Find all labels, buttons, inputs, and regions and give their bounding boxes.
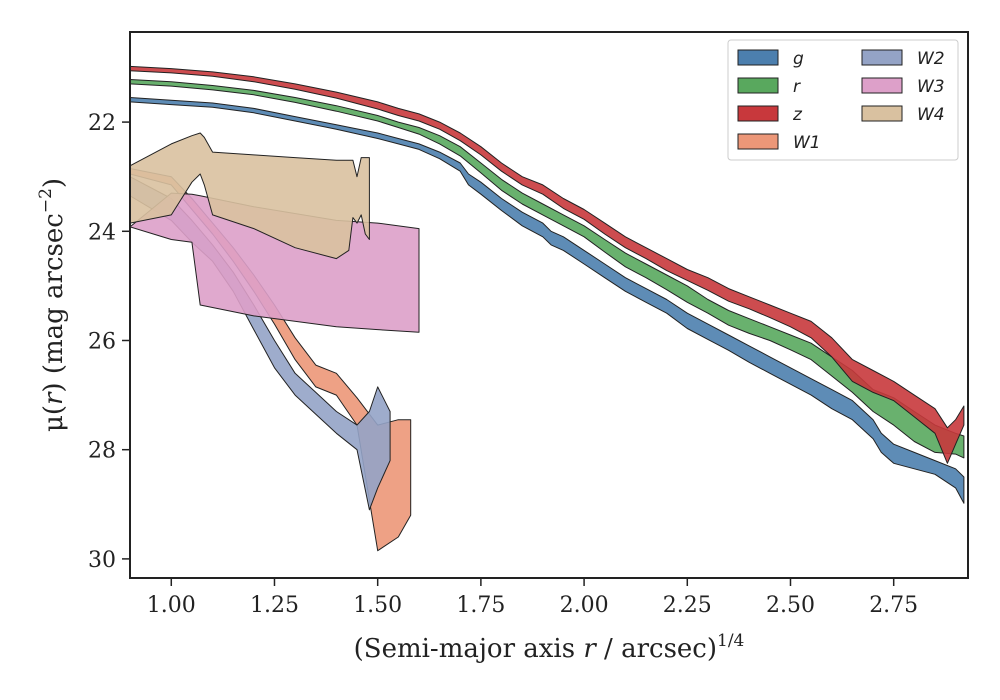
plot-frame <box>129 31 969 579</box>
legend-label-w4: W4 <box>917 105 945 125</box>
legend-swatch-w3 <box>861 77 903 94</box>
series-band-r <box>130 79 965 459</box>
legend-label-g: g <box>793 49 804 69</box>
legend-label-z: z <box>792 105 803 125</box>
x-tick-label: 2.00 <box>560 593 609 618</box>
y-tick-label: 22 <box>88 111 116 136</box>
legend-swatch-g <box>737 49 779 66</box>
legend-swatch-w2 <box>861 49 903 66</box>
y-tick-label: 24 <box>88 220 116 245</box>
legend-label-w2: W2 <box>917 49 945 69</box>
x-tick-label: 2.75 <box>869 593 918 618</box>
x-tick-label: 2.25 <box>663 593 712 618</box>
legend-swatch-z <box>737 105 779 122</box>
y-tick-label: 28 <box>88 439 116 464</box>
x-tick-label: 1.50 <box>353 593 402 618</box>
y-axis: 22 24 26 28 30 <box>88 111 130 573</box>
legend: grz W1 W2 W3 W4 <box>727 39 959 161</box>
y-tick-label: 30 <box>88 548 116 573</box>
x-tick-label: 2.50 <box>766 593 815 618</box>
legend-swatch-r <box>737 77 779 94</box>
legend-swatch-w4 <box>861 105 903 122</box>
series-band-z <box>130 65 965 464</box>
x-axis-title: (Semi-major axis r / arcsec)1/4 <box>354 631 745 664</box>
legend-label-w1: W1 <box>793 133 821 153</box>
y-tick-label: 26 <box>88 329 116 354</box>
x-tick-label: 1.00 <box>147 593 196 618</box>
x-axis: 1.00 1.25 1.50 1.75 2.00 2.25 2.50 2.75 <box>147 578 918 618</box>
y-axis-title: μ(r) (mag arcsec−2) <box>36 178 69 432</box>
series-band-w4 <box>130 132 370 260</box>
series-band-g <box>130 97 965 504</box>
x-tick-label: 1.75 <box>456 593 505 618</box>
series-layer <box>130 65 965 552</box>
legend-swatch-w1 <box>737 133 779 150</box>
legend-label-w3: W3 <box>917 77 945 97</box>
x-tick-label: 1.25 <box>250 593 299 618</box>
legend-label-r: r <box>793 77 801 97</box>
legend-box <box>727 39 959 161</box>
